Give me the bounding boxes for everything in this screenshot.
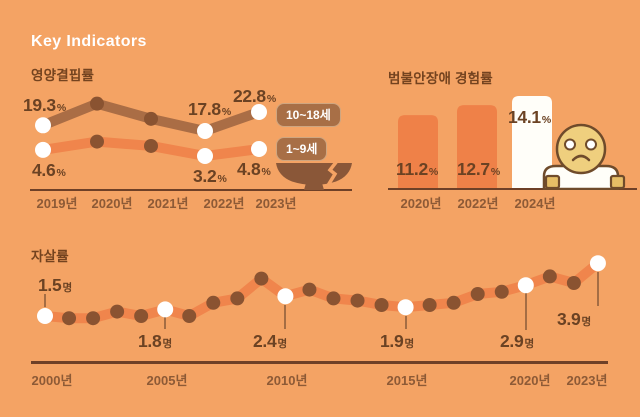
suicide-tick-2000: 2000년: [31, 373, 73, 388]
nutrition-tick-2020: 2020년: [91, 196, 133, 211]
suicide-tick-2015: 2015년: [386, 373, 428, 388]
value-label-suicide-2010: 2.4명: [253, 331, 288, 351]
nutrition-tick-2019: 2019년: [36, 196, 78, 211]
anxiety-x-axis: [388, 188, 637, 190]
suicide-tick-2023: 2023년: [566, 373, 608, 388]
page-title: Key Indicators: [31, 33, 147, 50]
nutrition-tick-2021: 2021년: [147, 196, 189, 211]
nutrition-tick-2023: 2023년: [255, 196, 297, 211]
suicide-chart-title: 자살률: [31, 249, 69, 264]
suicide-x-axis: [31, 361, 608, 364]
nutrition-tick-2022: 2022년: [203, 196, 245, 211]
value-label-1-9-2022: 3.2%: [193, 166, 227, 186]
value-label-anxiety-2020: 11.2%: [396, 159, 439, 179]
value-label-suicide-2005: 1.8명: [138, 331, 173, 351]
suicide-tick-2010: 2010년: [266, 373, 308, 388]
value-label-anxiety-2022: 12.7%: [457, 159, 501, 179]
value-label-10-18-2019: 19.3%: [23, 95, 67, 115]
anxiety-tick-2022: 2022년: [457, 196, 499, 211]
value-label-10-18-2023: 22.8%: [233, 86, 277, 106]
legend-badge-10-18: 10~18세: [276, 103, 341, 127]
nutrition-x-axis: [30, 189, 352, 191]
value-label-1-9-2023: 4.8%: [237, 159, 271, 179]
anxiety-tick-2020: 2020년: [400, 196, 442, 211]
suicide-tick-2005: 2005년: [146, 373, 188, 388]
legend-badge-1-9: 1~9세: [276, 137, 328, 161]
value-label-1-9-2019: 4.6%: [32, 160, 66, 180]
anxiety-chart-title: 범불안장애 경험률: [388, 71, 493, 86]
value-label-suicide-2023: 3.9명: [557, 309, 592, 329]
value-label-suicide-2000: 1.5명: [38, 275, 73, 295]
value-label-anxiety-2024: 14.1%: [508, 107, 552, 127]
value-label-suicide-2020: 2.9명: [500, 331, 535, 351]
nutrition-chart-title: 영양결핍률: [31, 68, 95, 83]
anxiety-tick-2024: 2024년: [514, 196, 556, 211]
sad-person-icon: [540, 120, 632, 195]
value-label-10-18-2022: 17.8%: [188, 99, 232, 119]
value-label-suicide-2015: 1.9명: [380, 331, 415, 351]
suicide-tick-2020: 2020년: [509, 373, 551, 388]
cracked-rice-bowl-icon: [276, 159, 352, 196]
